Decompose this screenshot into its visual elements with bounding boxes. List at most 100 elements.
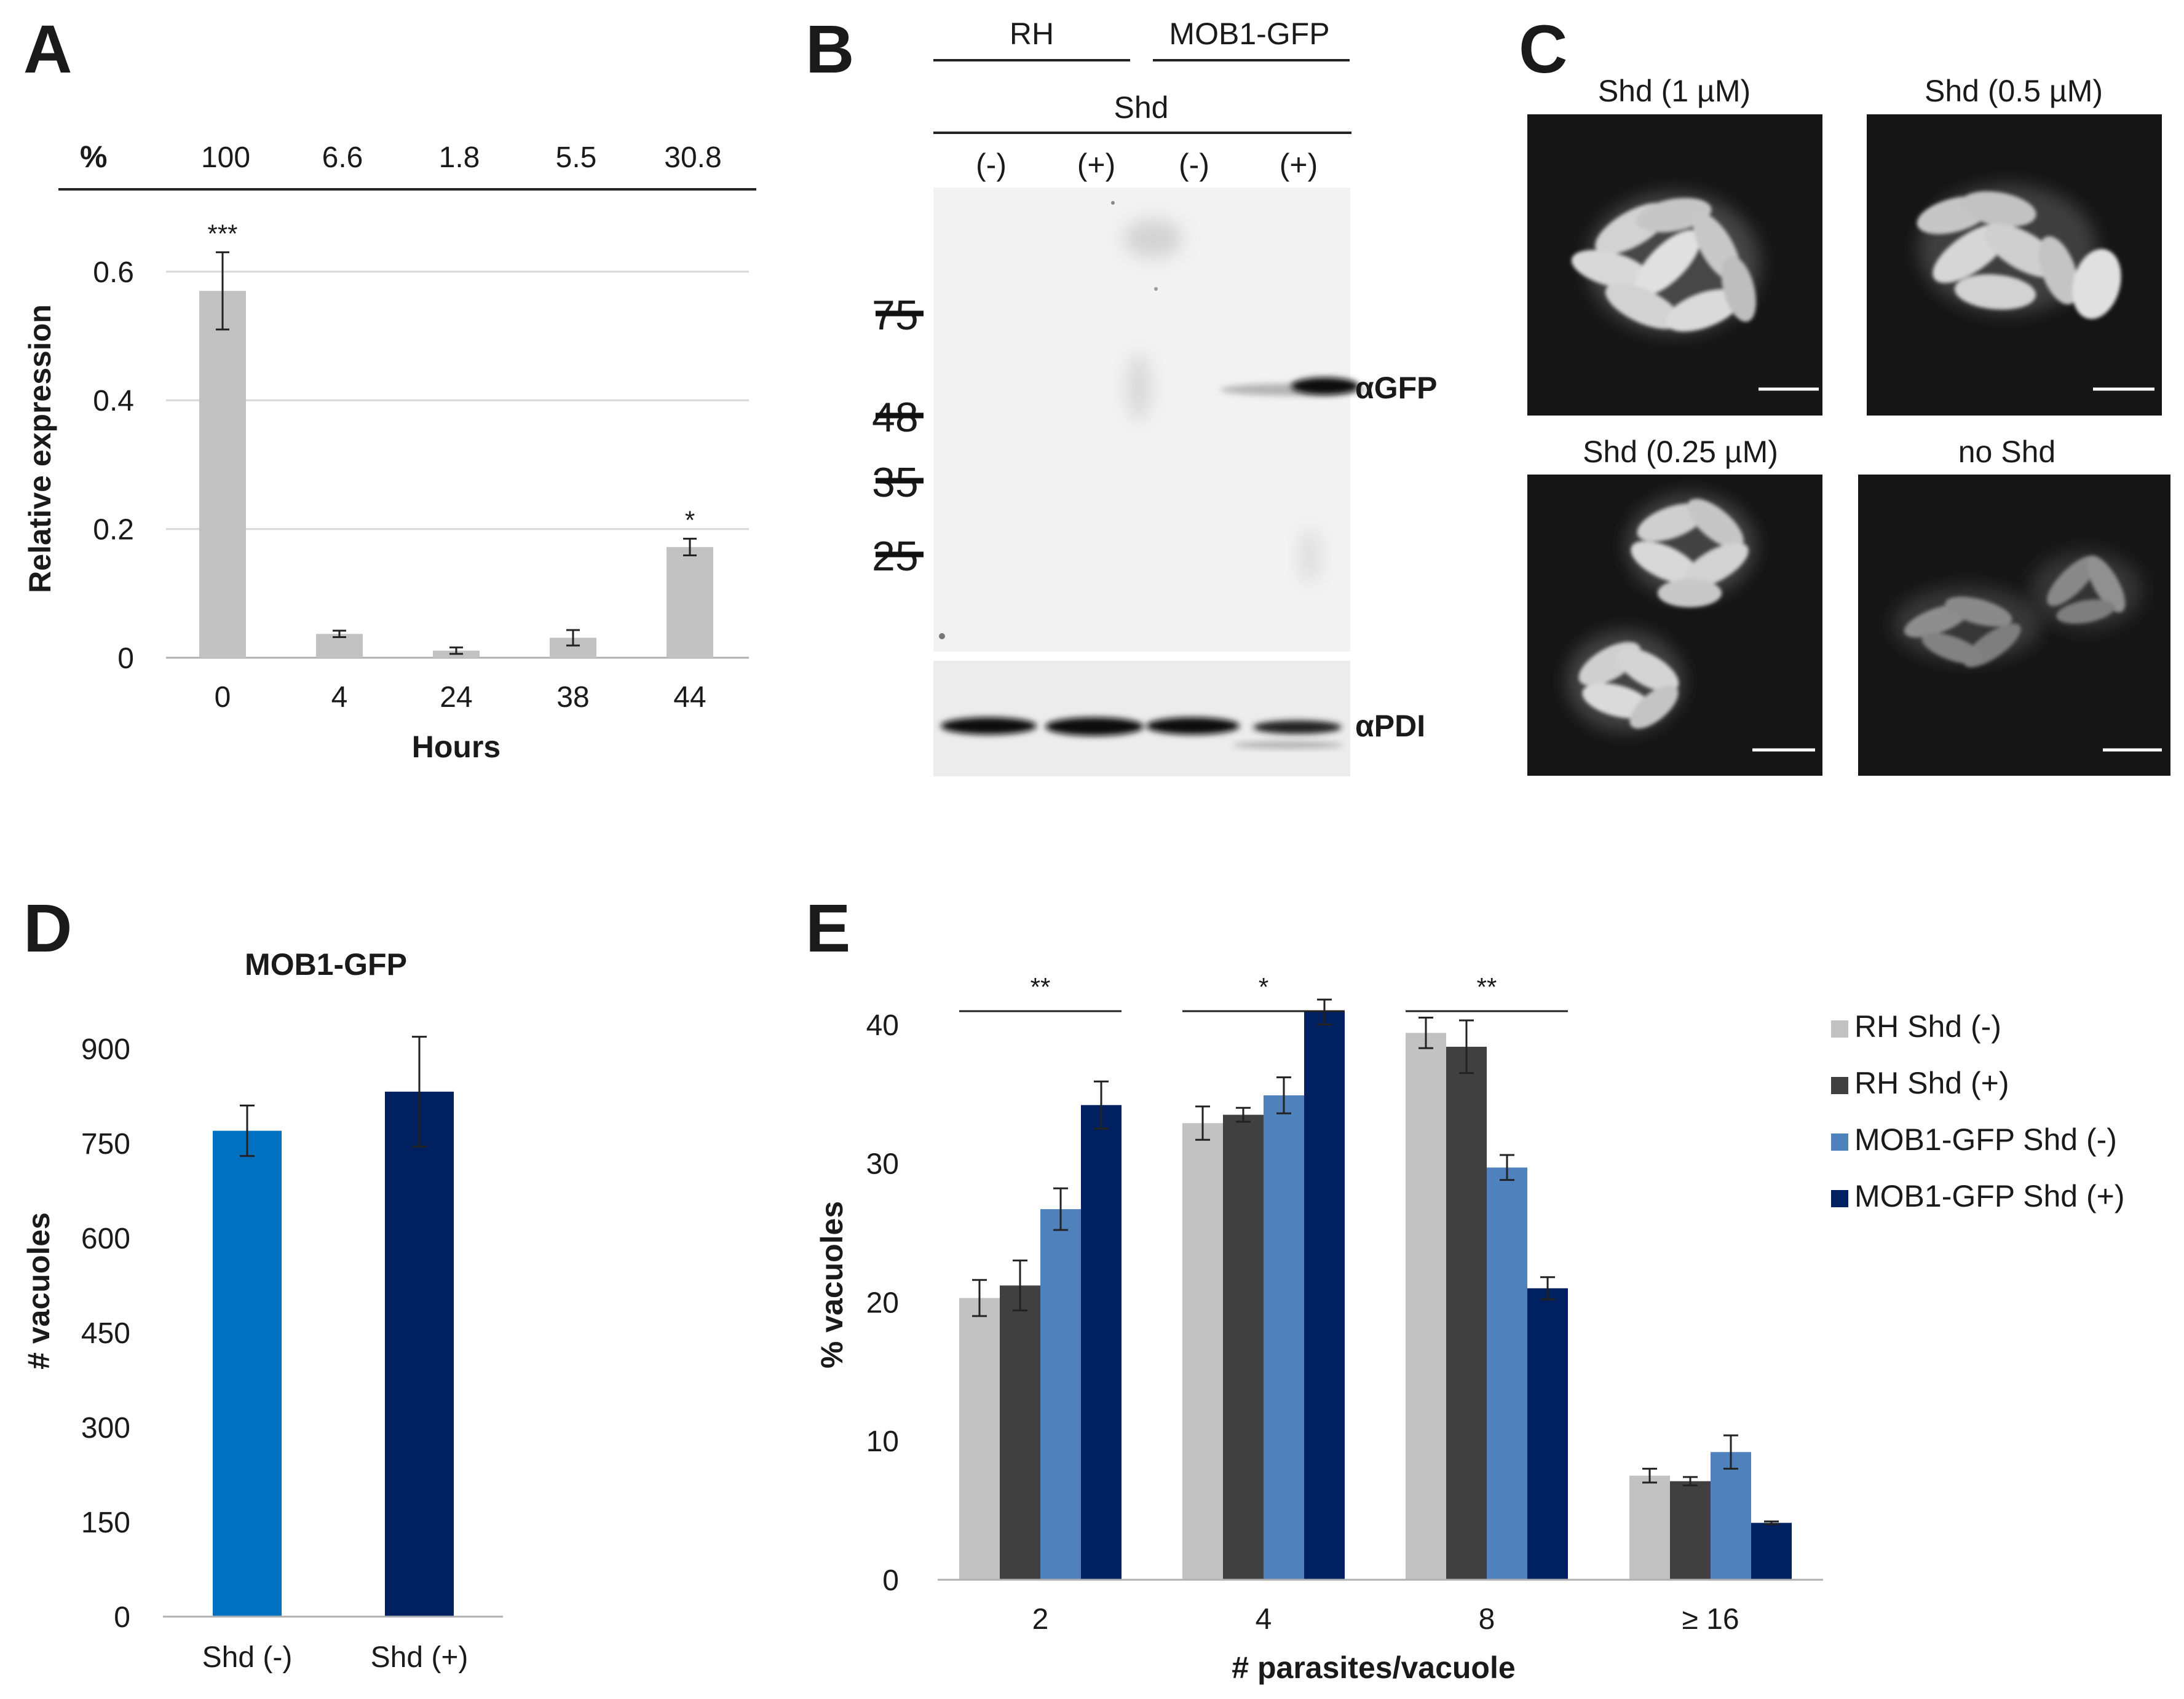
y-tick-label: 30 [866, 1148, 899, 1181]
y-tick-label: 600 [81, 1223, 130, 1255]
panel-c: C Shd (1 µM) Shd (0.5 µM) Shd (0.25 µM) … [1519, 12, 2170, 776]
blot-band-pdi [941, 717, 1037, 735]
x-tick-label: 4 [331, 681, 348, 714]
panel-a-x-axis-title: Hours [412, 730, 501, 764]
panel-e-significance: ** * ** [959, 972, 1568, 1012]
legend-swatch [1831, 1020, 1848, 1038]
bar [1711, 1452, 1751, 1580]
legend-swatch [1831, 1077, 1848, 1094]
panel-letter-c: C [1519, 12, 1567, 87]
panel-e-x-ticks: 2 4 8 ≥ 16 [1032, 1603, 1739, 1636]
blot-group-rh: RH [1010, 17, 1054, 51]
y-tick-label: 900 [81, 1033, 130, 1066]
blot-smudge [1299, 529, 1321, 584]
bar [667, 546, 713, 658]
blot-band-pdi [1253, 720, 1342, 734]
lane-label: (-) [1179, 148, 1209, 182]
significance-marker: *** [207, 219, 237, 248]
bar [959, 1298, 1000, 1580]
panel-letter-a: A [23, 12, 72, 87]
panel-a-significance: **** [207, 219, 695, 534]
bar [1182, 1123, 1223, 1580]
y-tick-label: 10 [866, 1425, 899, 1458]
lane-label: (+) [1280, 148, 1318, 182]
blot-antibody-gfp: αGFP [1355, 371, 1438, 405]
panel-d-error-bars [240, 1036, 427, 1157]
panel-d-title: MOB1-GFP [245, 947, 407, 982]
significance-marker: ** [1477, 972, 1497, 1001]
y-tick-label: 450 [81, 1317, 130, 1350]
bar [1446, 1046, 1487, 1580]
micrograph-label: Shd (0.5 µM) [1925, 74, 2103, 108]
x-tick-label: 4 [1256, 1603, 1272, 1636]
x-tick-label: 44 [673, 681, 706, 714]
y-tick-label: 750 [81, 1128, 130, 1161]
y-tick-label: 0.2 [93, 514, 134, 546]
lane-label: (+) [1077, 148, 1116, 182]
bar [1040, 1209, 1081, 1580]
panel-d-x-ticks: Shd (-) Shd (+) [202, 1641, 469, 1674]
panel-letter-e: E [805, 891, 850, 966]
panel-letter-b: B [805, 12, 854, 87]
bar [1487, 1167, 1527, 1580]
panel-d-y-axis-title: # vacuoles [22, 1212, 56, 1370]
legend-swatch [1831, 1190, 1848, 1207]
micrograph-label: Shd (1 µM) [1598, 74, 1751, 108]
bar [1304, 1012, 1345, 1580]
lane-label: (-) [976, 148, 1007, 182]
blot-band-gfp [1291, 377, 1359, 395]
panel-letter-d: D [23, 891, 72, 966]
panel-e-y-axis-title: % vacuoles [815, 1201, 849, 1368]
bar [1264, 1095, 1304, 1580]
y-tick-label: 0 [117, 642, 134, 675]
y-tick-label: 0 [882, 1564, 899, 1597]
panel-a-x-ticks: 0 4 24 38 44 [215, 681, 706, 714]
blot-lane-labels: (-) (+) (-) (+) [976, 148, 1318, 182]
panel-a-bars [199, 291, 713, 658]
micrograph-no-shd [1858, 475, 2170, 776]
bar [213, 1130, 282, 1617]
x-tick-label: 38 [556, 681, 589, 714]
blot-speck [939, 633, 945, 639]
x-tick-label: Shd (-) [202, 1641, 293, 1674]
percent-value: 100 [201, 141, 250, 174]
x-tick-label: Shd (+) [371, 1641, 469, 1674]
legend-label: RH Shd (+) [1854, 1066, 2009, 1100]
y-tick-label: 20 [866, 1287, 899, 1319]
percent-value: 1.8 [439, 141, 480, 174]
bar [1081, 1105, 1122, 1580]
blot-smudge [1126, 353, 1151, 421]
panel-d-y-ticks: 0 150 300 450 600 750 900 [81, 1033, 130, 1634]
micrograph-shd-1um [1527, 114, 1822, 416]
legend-label: RH Shd (-) [1854, 1009, 2001, 1044]
significance-marker: ** [1031, 972, 1051, 1001]
blot-smear [1233, 741, 1343, 749]
bar [385, 1091, 454, 1617]
bar [1527, 1288, 1568, 1580]
y-tick-label: 0.6 [93, 256, 134, 289]
bar [1670, 1481, 1711, 1580]
blot-group-mob1-gfp: MOB1-GFP [1169, 17, 1329, 51]
panel-a-percent-values: 100 6.6 1.8 5.5 30.8 [201, 141, 722, 174]
panel-d-bars [213, 1091, 454, 1617]
blot-band-pdi [1146, 717, 1240, 735]
panel-a-y-axis-title: Relative expression [23, 304, 57, 593]
panel-a-error-bars [216, 251, 697, 655]
y-tick-label: 0 [114, 1601, 130, 1634]
micrograph-label: Shd (0.25 µM) [1583, 435, 1778, 469]
blot-band-pdi [1045, 717, 1144, 736]
panel-b: B RH MOB1-GFP Shd (-) (+) (-) (+) 75483525 … [805, 12, 1438, 776]
micrograph-shd-0-5um [1867, 114, 2162, 416]
bar [1406, 1033, 1446, 1580]
panel-e-error-bars [972, 998, 1779, 1526]
significance-marker: * [1259, 972, 1268, 1001]
blot-speck [1111, 201, 1115, 205]
panel-e-bars [959, 1012, 1792, 1580]
blot-treatment-label: Shd [1114, 90, 1169, 125]
